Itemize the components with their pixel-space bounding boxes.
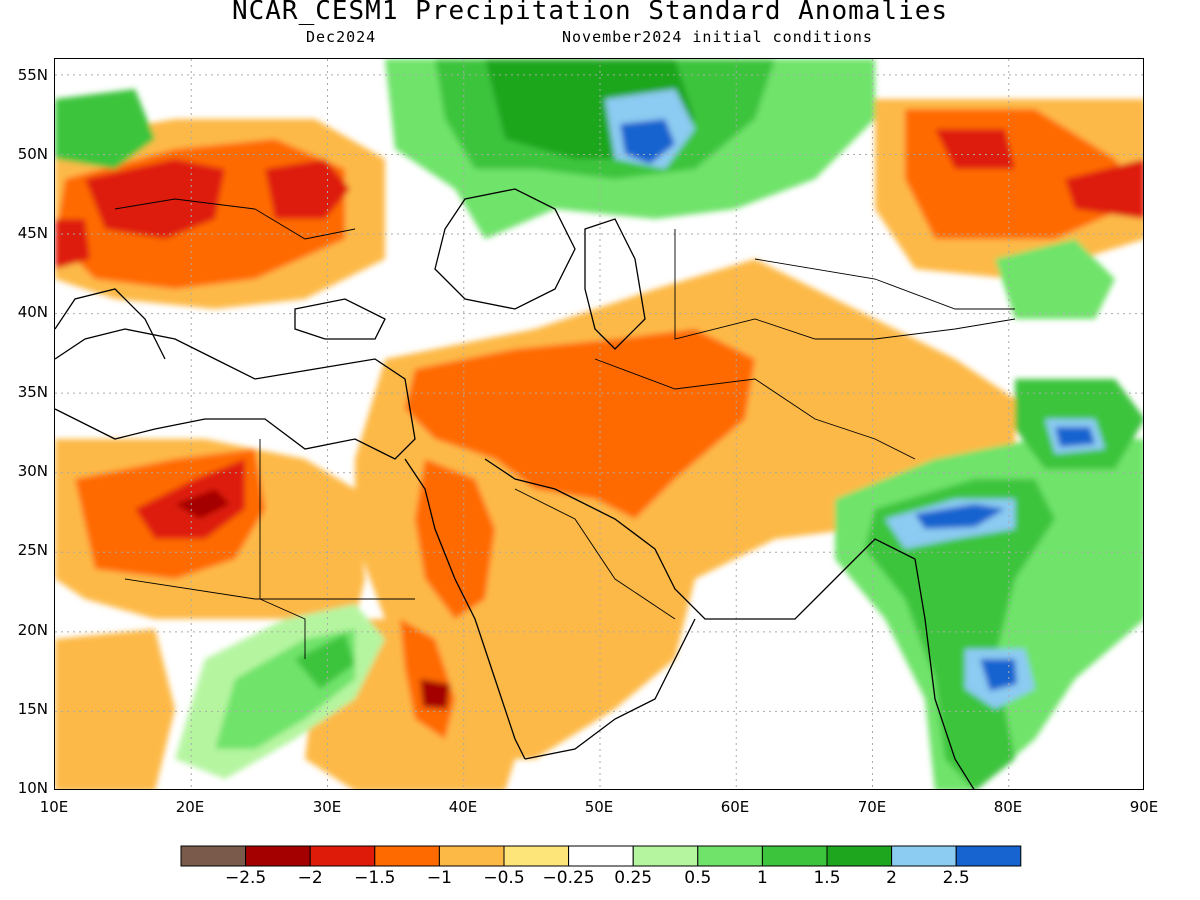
anomaly-region [995,239,1115,319]
lat-tick-label: 10N [17,779,48,797]
lon-tick-label: 60E [720,798,750,816]
anomaly-region [175,489,230,519]
lat-tick-label: 15N [17,700,48,718]
colorbar-swatch [632,845,699,867]
lon-tick-label: 30E [312,798,342,816]
colorbar-swatch [438,845,505,867]
colorbar-label: −2 [297,868,323,888]
anomaly-region [420,679,450,709]
lat-tick-label: 35N [17,383,48,401]
lat-tick-label: 45N [17,224,48,242]
anomaly-region [415,459,495,619]
anomaly-region [1065,159,1143,219]
valid-month: Dec2024 [306,28,377,46]
lat-tick-label: 50N [17,145,48,163]
colorbar-swatch [891,845,957,867]
colorbar-label: −2.5 [224,868,267,888]
colorbar-label: 1.5 [813,868,841,888]
anomaly-region [265,159,350,219]
lon-tick-label: 80E [993,798,1023,816]
lon-tick-label: 40E [448,798,478,816]
colorbar-label: 0.25 [614,868,653,888]
colorbar-swatch [826,845,893,867]
anomaly-region [405,329,755,519]
colorbar-swatch [245,845,311,867]
anomaly-region [400,619,455,739]
colorbar-label: 2.5 [942,868,970,888]
anomaly-region [55,629,175,789]
colorbar-swatch [761,845,828,867]
lon-tick-label: 50E [584,798,614,816]
lat-tick-label: 20N [17,621,48,639]
colorbar-swatch [503,845,570,867]
colorbar-label: −1 [426,868,452,888]
anomaly-region [85,159,225,239]
colorbar-label: 2 [886,868,897,888]
colorbar-label: 1 [756,868,768,888]
anomaly-map-svg [55,59,1143,789]
colorbar-swatch [180,845,247,867]
anomaly-region [1055,427,1095,447]
lat-tick-label: 40N [17,303,48,321]
colorbar-swatch [309,845,376,867]
colorbar-label: 0.5 [684,868,712,888]
colorbar-swatch [697,845,763,867]
colorbar [180,845,1022,867]
chart-title: NCAR_CESM1 Precipitation Standard Anomal… [231,0,949,26]
colorbar-label: −0.25 [542,868,595,888]
anomaly-region [55,219,90,269]
anomaly-region [980,659,1017,691]
anomaly-region [620,119,675,164]
colorbar-label: −0.5 [483,868,525,888]
lat-tick-label: 55N [17,66,48,84]
anomaly-region [935,129,1015,169]
anomaly-map [54,58,1144,790]
anomaly-region [295,634,355,689]
colorbar-swatch [374,845,440,867]
graticule [55,59,1143,789]
country-borders [114,198,1016,659]
lon-tick-label: 70E [857,798,887,816]
coastlines [55,188,975,789]
anomaly-region [865,479,1055,789]
colorbar-swatch [955,845,1022,867]
lat-tick-label: 30N [17,462,48,480]
anomaly-region [55,89,155,169]
colorbar-label: −1.5 [354,868,396,888]
lat-tick-label: 25N [17,541,48,559]
lon-tick-label: 10E [39,798,69,816]
initial-conditions-label: November2024 initial conditions [562,28,873,46]
colorbar-swatch [568,845,634,867]
lon-tick-label: 20E [175,798,205,816]
lon-tick-label: 90E [1129,798,1159,816]
anomaly-region [915,504,1005,529]
